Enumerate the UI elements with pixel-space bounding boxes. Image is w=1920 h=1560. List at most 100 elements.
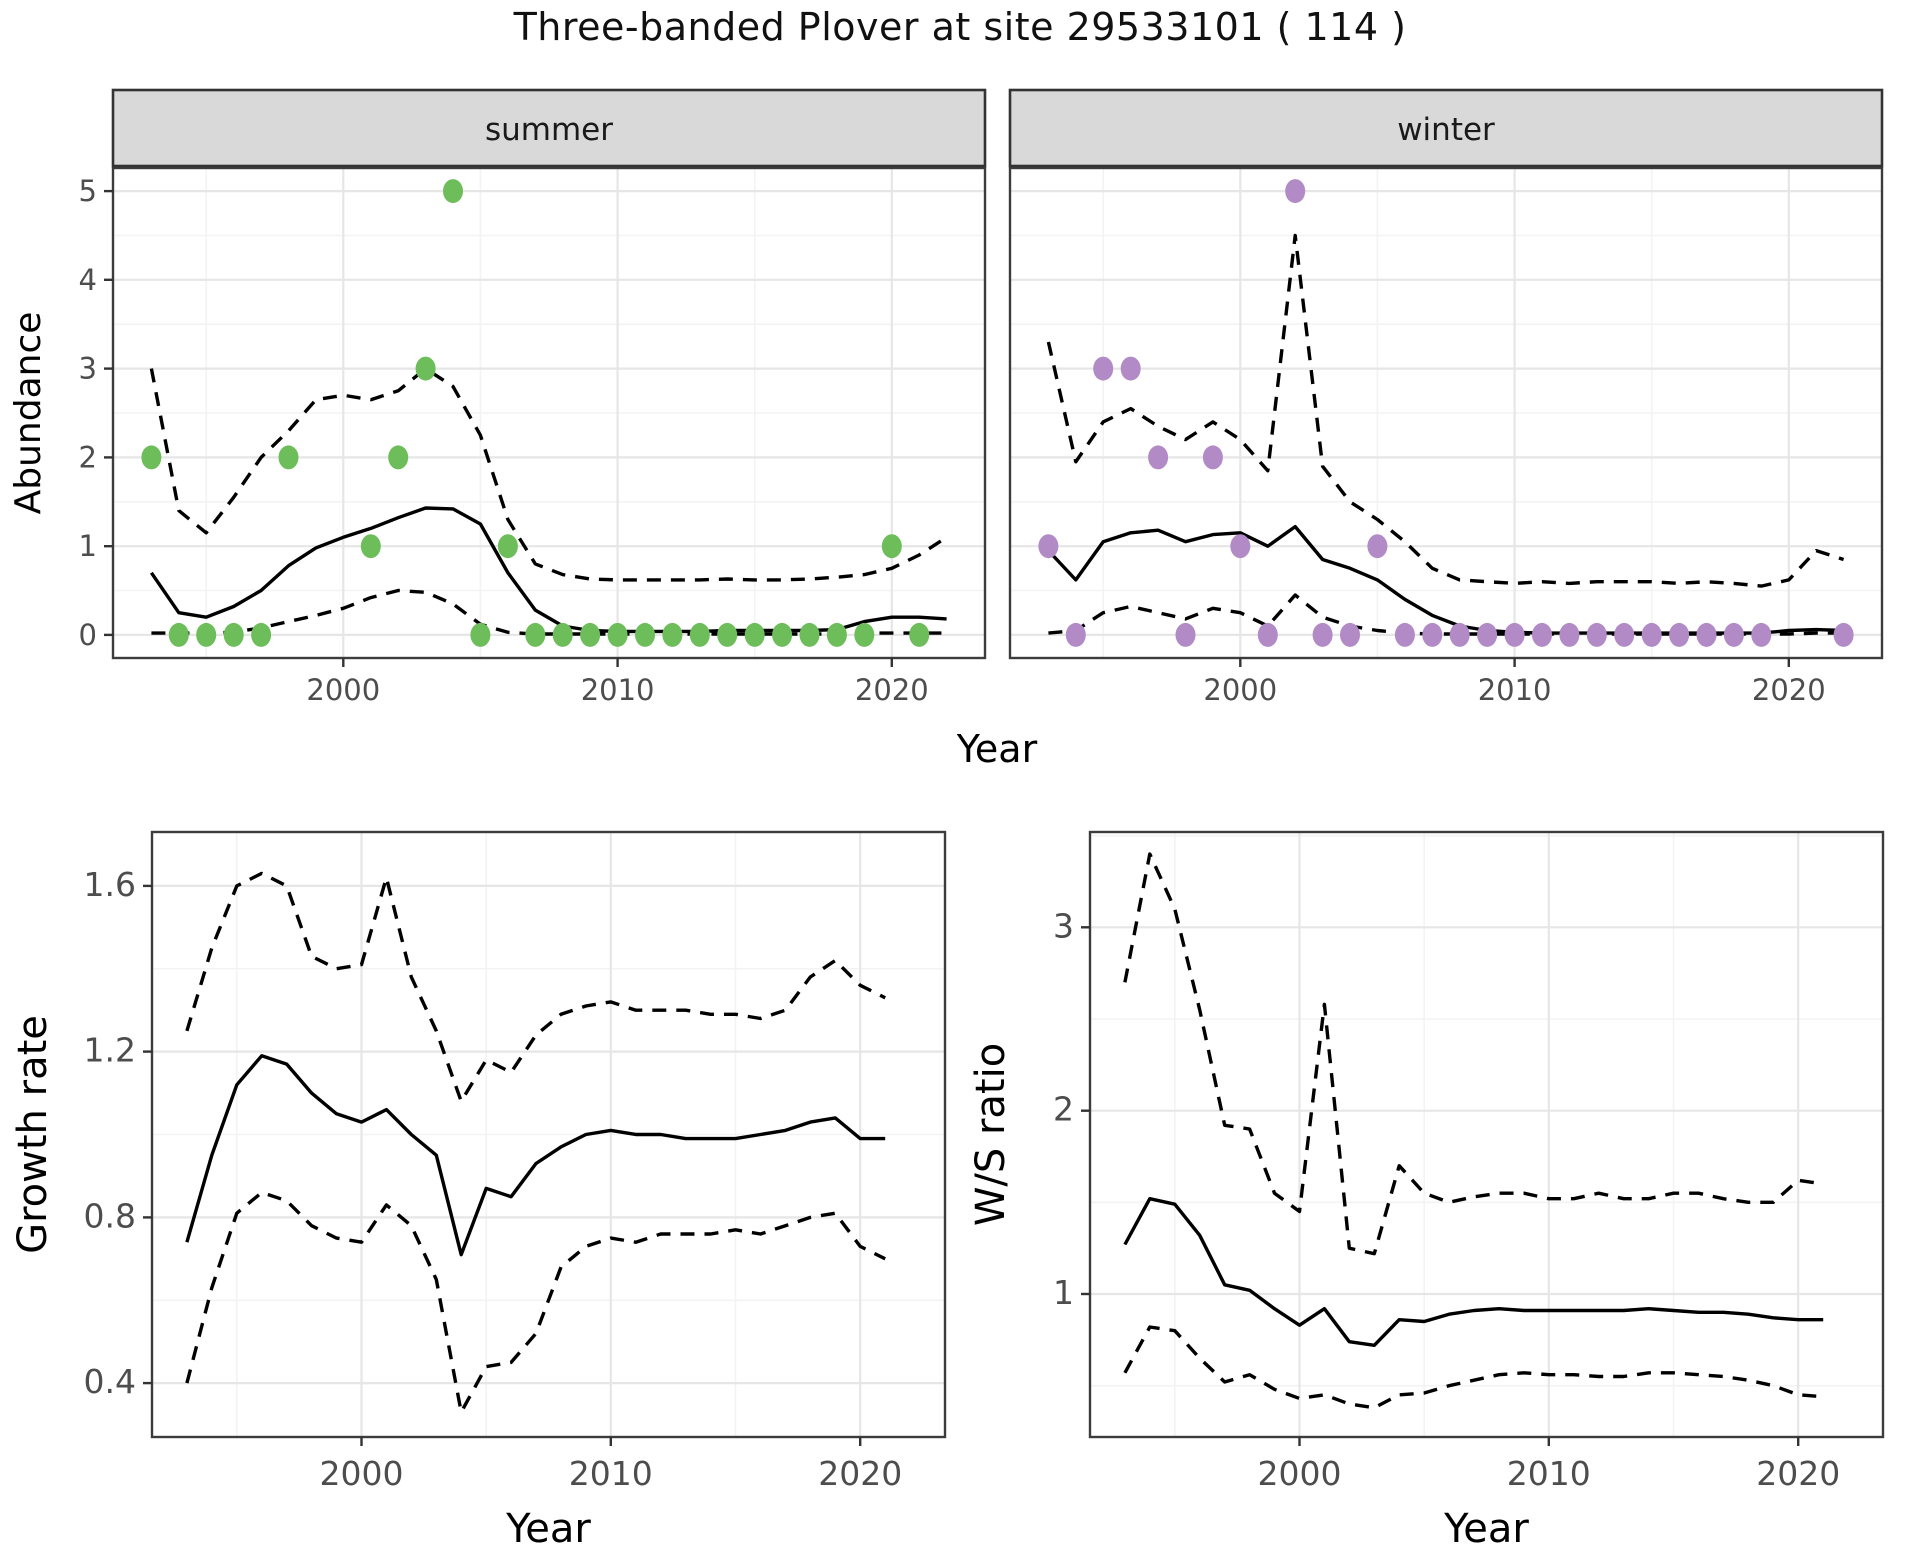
data-point-abundance-summer [635,622,655,647]
ws-x-axis-title: Year [1443,1506,1529,1552]
x-tick-label: 2010 [1478,673,1552,707]
data-point-abundance-summer [388,445,409,470]
data-point-abundance-summer [881,534,902,559]
data-point-abundance-summer [909,622,930,647]
data-point-abundance-summer [580,622,601,647]
data-point-abundance-winter [1669,622,1690,647]
y-tick-label: 2 [1053,1090,1074,1129]
y-tick-label: 3 [1053,906,1074,945]
ws-y-axis-title: W/S ratio [968,1043,1014,1226]
facet-strip-summer [111,88,987,168]
data-point-abundance-winter [1093,356,1114,381]
x-tick-label: 2000 [306,673,380,707]
facet-strip-label: winter [1397,112,1495,148]
data-point-abundance-summer [826,622,847,647]
panel-border-growth-rate [150,830,947,1439]
data-point-abundance-winter [1367,534,1388,559]
top-x-axis-title: Year [956,727,1038,771]
data-point-abundance-summer [278,445,299,470]
data-point-abundance-winter [1120,356,1141,381]
y-tick-label: 1 [79,529,97,563]
upper_ci-line-abundance-winter [1046,233,1845,588]
x-tick-label: 2020 [818,1454,902,1493]
data-point-abundance-winter [1230,534,1251,559]
panel-border-abundance-winter [1008,166,1884,660]
facet-strip-label: summer [485,112,613,148]
x-tick-label: 2000 [1258,1454,1342,1493]
data-point-abundance-winter [1312,622,1333,647]
growth-y-axis-title: Growth rate [10,1015,56,1254]
data-point-abundance-winter [1641,622,1662,647]
data-point-abundance-winter [1257,622,1278,647]
data-point-abundance-summer [251,622,272,647]
data-point-abundance-winter [1065,622,1086,647]
data-point-abundance-winter [1833,622,1854,647]
growth-rate-chart: 2000 2010 2020 0.4 0.8 1.2 1.6 Year Growth rate [10,830,947,1552]
y-tick-label: 0 [79,618,97,652]
top-y-axis-title: Abundance [8,312,49,515]
data-point-abundance-summer [552,622,573,647]
data-point-abundance-winter [1696,622,1717,647]
x-tick-label: 2010 [569,1454,653,1493]
growth-x-axis-title: Year [505,1506,591,1552]
data-point-abundance-winter [1394,622,1415,647]
data-point-abundance-winter [1340,622,1360,647]
data-point-abundance-summer [223,622,244,647]
abundance-facet-chart: 2000 2010 2020 0 1 2 3 4 5 summer 2000 2010 2020 wint… [8,88,1884,771]
y-tick-label: 3 [79,352,97,386]
x-tick-label: 2020 [855,673,929,707]
x-tick-label: 2010 [1507,1454,1591,1493]
y-tick-label: 0.4 [84,1362,136,1401]
data-point-abundance-winter [1723,622,1744,647]
y-tick-label: 0.8 [84,1196,136,1235]
x-tick-label: 2000 [1203,673,1277,707]
data-point-abundance-winter [1477,622,1498,647]
bottom-row: 2000 2010 2020 0.4 0.8 1.2 1.6 Year Growth rate … [0,780,1920,1560]
data-point-abundance-summer [744,622,765,647]
data-point-abundance-summer [525,622,546,647]
x-tick-label: 2010 [581,673,655,707]
data-point-abundance-winter [1532,622,1552,647]
data-point-abundance-summer [772,622,793,647]
y-tick-label: 1 [1053,1273,1074,1312]
data-point-abundance-summer [196,622,217,647]
data-point-abundance-summer [607,622,628,647]
data-point-abundance-summer [689,622,710,647]
y-tick-label: 4 [79,263,97,297]
ws-ratio-chart: 2000 2010 2020 1 2 3 Year W/S ratio [968,830,1885,1552]
y-tick-label: 1.2 [84,1031,136,1070]
data-point-abundance-summer [415,356,436,381]
y-tick-label: 1.6 [84,865,136,904]
data-point-abundance-winter [1504,622,1525,647]
y-tick-label: 5 [79,174,97,208]
data-point-abundance-winter [1285,179,1306,204]
data-point-abundance-summer [470,622,491,647]
data-point-abundance-summer [799,622,820,647]
data-point-abundance-summer [717,622,738,647]
panel-border-ws-ratio [1088,830,1885,1439]
data-point-abundance-winter [1202,445,1223,470]
data-point-abundance-winter [1614,622,1635,647]
data-point-abundance-winter [1449,622,1470,647]
lower_ci-line-ws-ratio [1123,1325,1824,1410]
data-point-abundance-summer [443,179,463,204]
x-tick-label: 2020 [1756,1454,1840,1493]
panel-bg-ws-ratio [1090,832,1883,1437]
median-line-ws-ratio [1123,1197,1824,1347]
data-point-abundance-winter [1422,622,1443,647]
data-point-abundance-summer [662,622,683,647]
median-line-growth-rate [185,1054,886,1257]
data-point-abundance-winter [1586,622,1607,647]
data-point-abundance-summer [360,534,381,559]
data-point-abundance-summer [854,622,875,647]
data-point-abundance-summer [168,622,189,647]
data-point-abundance-winter [1175,622,1196,647]
panel-border-abundance-summer [111,166,987,660]
x-tick-label: 2000 [320,1454,404,1493]
data-point-abundance-winter [1751,622,1772,647]
data-point-abundance-winter [1148,445,1169,470]
y-tick-label: 2 [79,440,97,474]
data-point-abundance-summer [497,534,518,559]
facet-strip-winter [1008,88,1884,168]
